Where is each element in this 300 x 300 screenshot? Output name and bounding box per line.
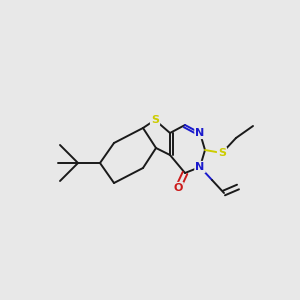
Text: N: N xyxy=(195,162,205,172)
Text: S: S xyxy=(151,115,159,125)
Text: O: O xyxy=(173,183,183,193)
Text: N: N xyxy=(195,128,205,138)
Text: S: S xyxy=(218,148,226,158)
